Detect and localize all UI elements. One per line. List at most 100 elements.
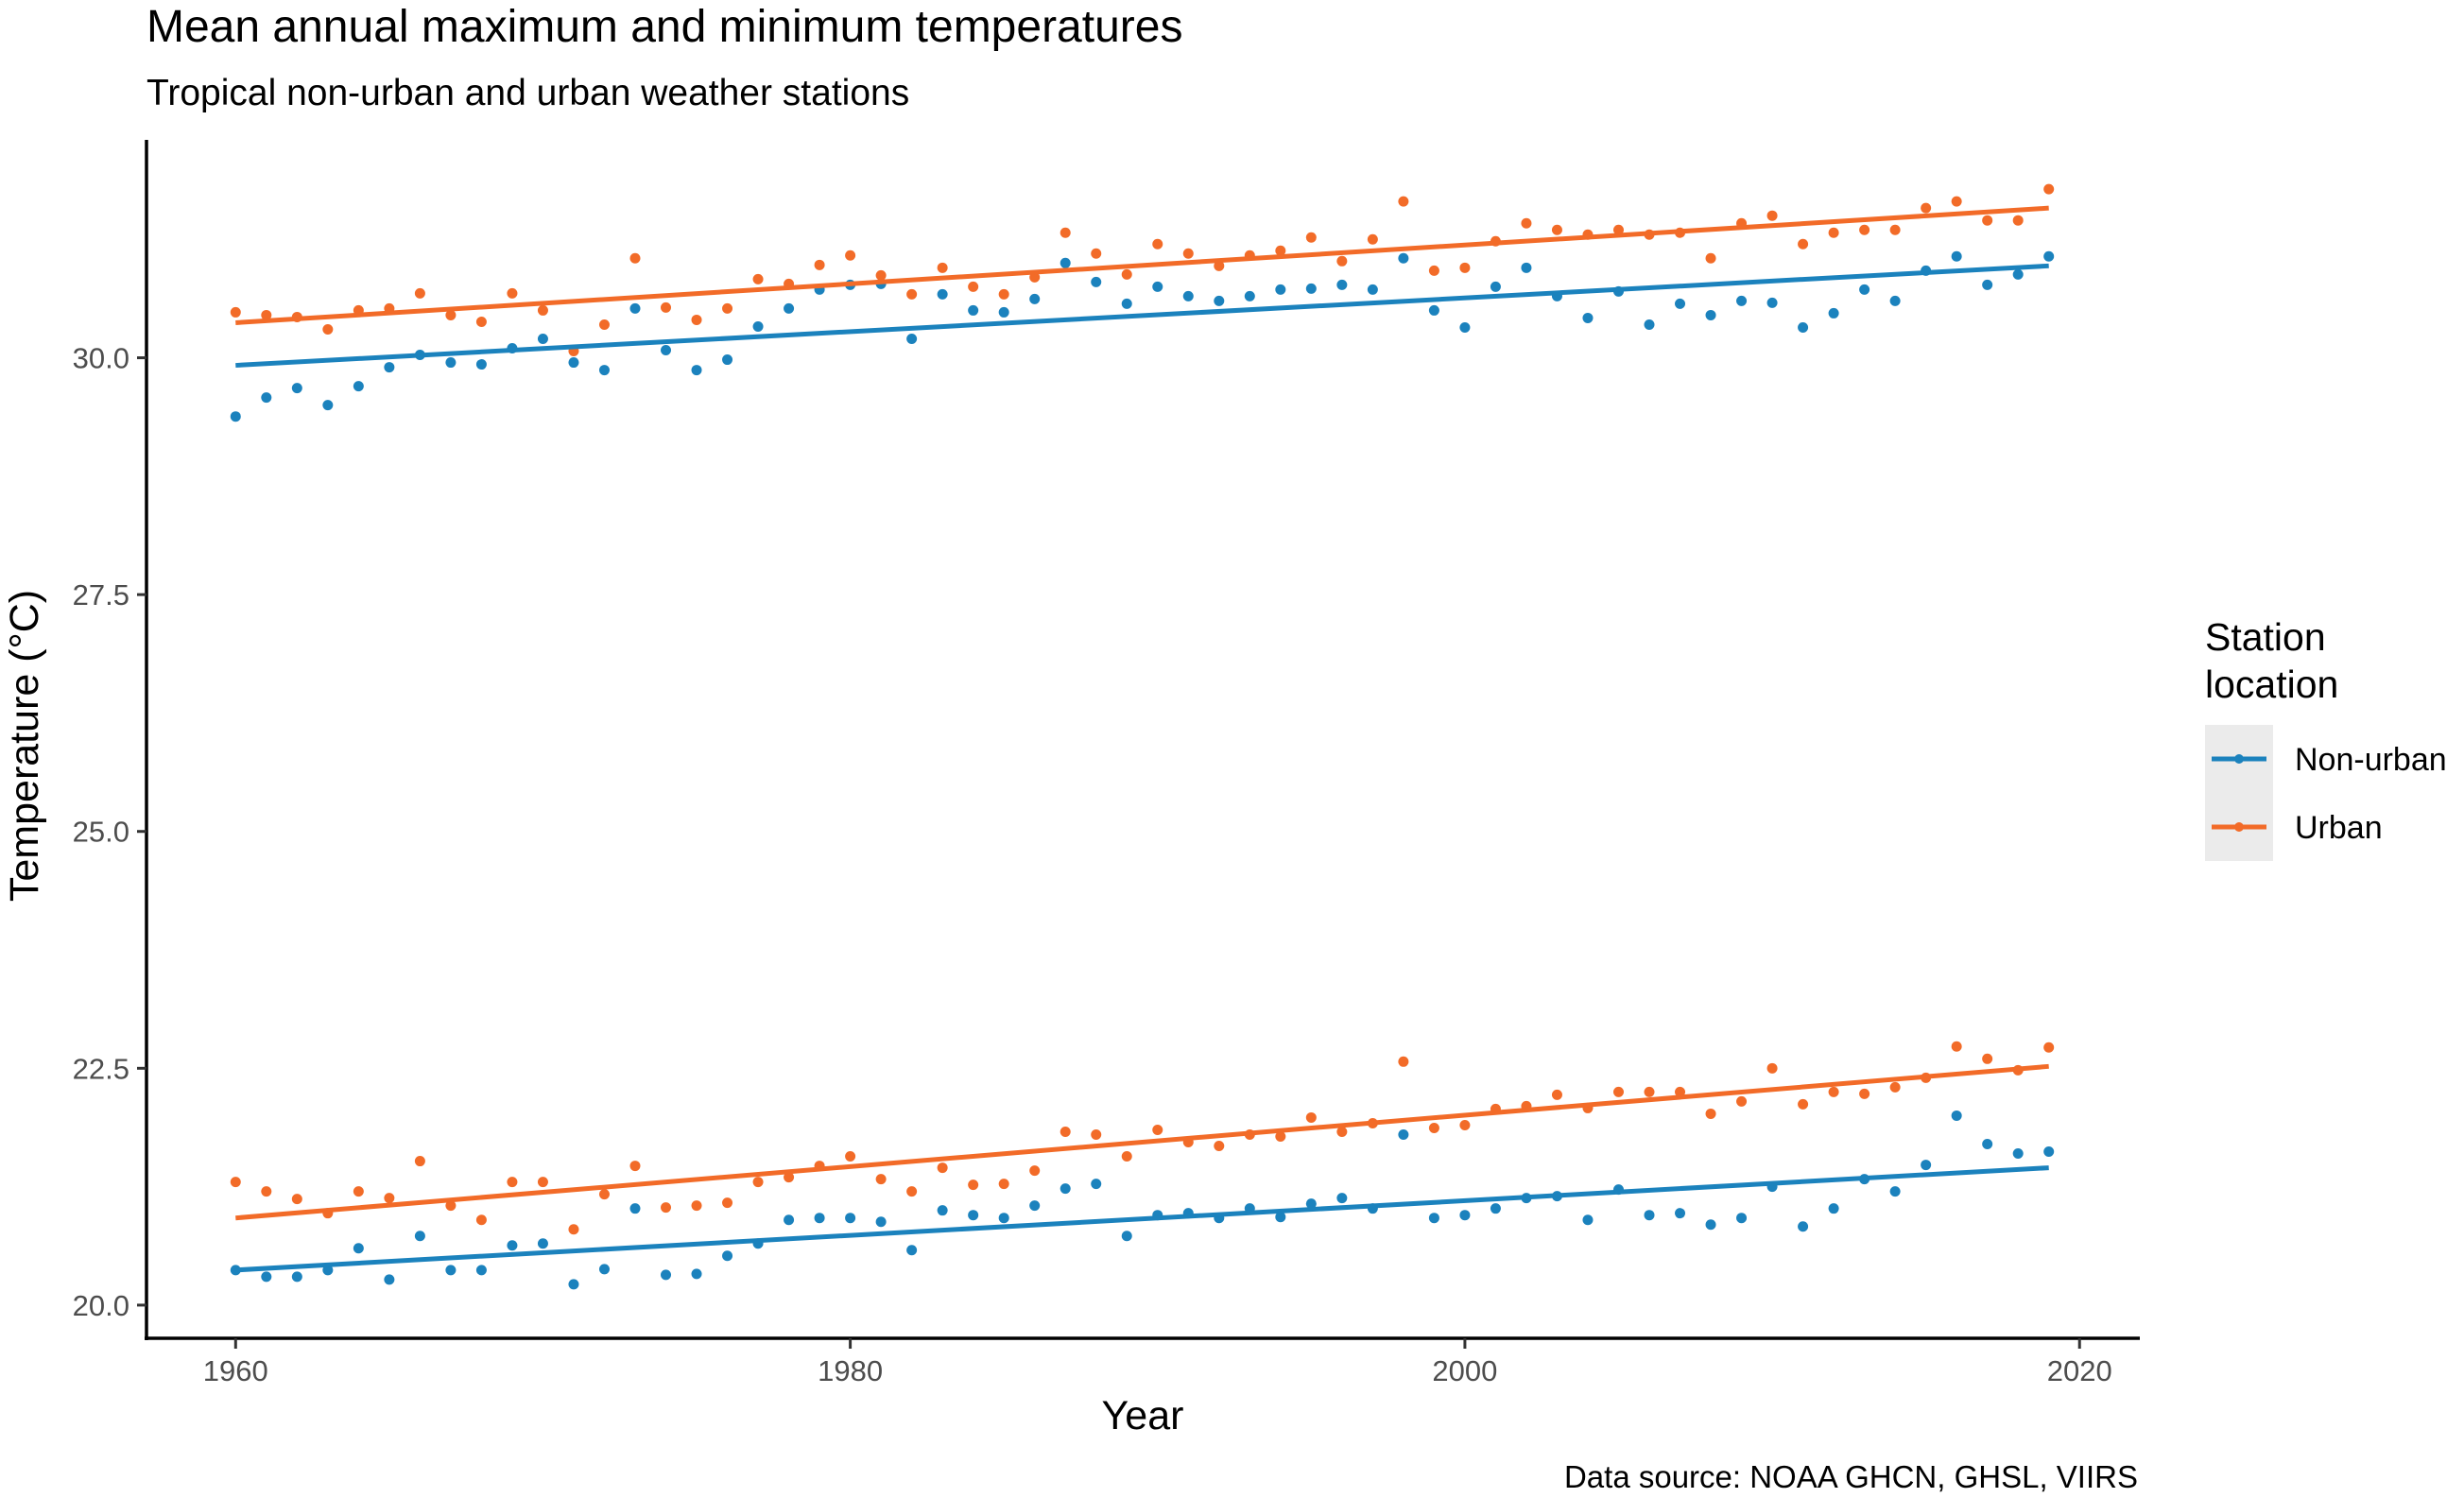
point-non-urban-max [1182, 290, 1194, 301]
point-non-urban-min [1582, 1214, 1594, 1226]
x-tick-label: 2000 [1432, 1354, 1497, 1387]
point-urban-max [998, 288, 1009, 300]
point-urban-min [1798, 1098, 1809, 1110]
point-urban-max [1182, 248, 1194, 259]
point-urban-min [1428, 1122, 1439, 1133]
point-non-urban-min [353, 1243, 364, 1254]
caption: Data source: NOAA GHCN, GHSL, VIIRS [1564, 1459, 2138, 1494]
point-urban-min [291, 1194, 302, 1205]
point-urban-min [1152, 1124, 1163, 1135]
point-urban-min [1459, 1119, 1471, 1130]
trend-line-non-urban-max [235, 263, 2049, 369]
legend-key-dot-non-urban [2234, 754, 2244, 764]
point-urban-min [568, 1224, 579, 1235]
y-tick-label: 20.0 [73, 1289, 129, 1322]
point-urban-max [445, 309, 457, 320]
point-non-urban-min [1121, 1231, 1132, 1242]
point-non-urban-max [1705, 309, 1716, 320]
point-urban-max [1459, 262, 1471, 273]
point-urban-min [1705, 1108, 1716, 1119]
point-urban-min [691, 1200, 702, 1212]
point-non-urban-max [353, 381, 364, 392]
point-urban-min [906, 1186, 918, 1197]
point-non-urban-max [384, 362, 395, 373]
legend-title-line-2: location [2205, 663, 2338, 706]
point-urban-min [1029, 1165, 1041, 1177]
point-non-urban-min [1029, 1200, 1041, 1212]
point-non-urban-max [2043, 250, 2055, 262]
point-urban-max [537, 304, 548, 316]
trend-line-non-urban-min [235, 1165, 2049, 1273]
point-non-urban-min [1490, 1203, 1501, 1214]
point-non-urban-max [1675, 298, 1686, 309]
point-urban-max [937, 262, 948, 273]
point-non-urban-max [1428, 304, 1439, 316]
point-urban-min [230, 1177, 241, 1188]
point-non-urban-min [322, 1265, 334, 1276]
point-non-urban-max [230, 411, 241, 422]
point-non-urban-max [1736, 295, 1748, 306]
point-urban-min [1121, 1151, 1132, 1162]
point-urban-min [875, 1174, 887, 1185]
point-urban-max [1705, 252, 1716, 264]
point-urban-max [1828, 227, 1839, 238]
point-non-urban-max [1459, 321, 1471, 333]
point-non-urban-min [261, 1271, 272, 1283]
point-urban-min [998, 1179, 1009, 1190]
point-urban-max [1521, 217, 1532, 229]
point-urban-min [752, 1177, 764, 1188]
point-urban-max [1612, 224, 1624, 235]
point-urban-max [1951, 196, 1962, 207]
point-non-urban-max [661, 345, 672, 356]
legend-title-line-1: Station [2205, 615, 2326, 659]
point-urban-min [353, 1186, 364, 1197]
trend-line-urban-min [235, 1063, 2049, 1221]
point-non-urban-min [1275, 1212, 1286, 1223]
point-urban-max [1428, 265, 1439, 276]
x-tick-label: 2020 [2047, 1354, 2112, 1387]
point-non-urban-max [1398, 252, 1409, 264]
point-non-urban-min [2043, 1146, 2055, 1158]
point-non-urban-min [1675, 1208, 1686, 1219]
point-non-urban-min [414, 1231, 425, 1242]
point-non-urban-min [1398, 1128, 1409, 1140]
point-urban-max [1336, 255, 1348, 267]
point-non-urban-min [968, 1210, 979, 1221]
point-urban-min [1736, 1095, 1748, 1107]
point-non-urban-min [291, 1271, 302, 1283]
point-urban-min [384, 1193, 395, 1204]
point-non-urban-min [568, 1279, 579, 1290]
point-non-urban-min [445, 1265, 457, 1276]
point-non-urban-min [845, 1213, 856, 1224]
point-non-urban-min [1091, 1179, 1102, 1190]
point-non-urban-max [1305, 283, 1317, 294]
point-urban-max [1152, 238, 1163, 250]
point-urban-max [629, 252, 641, 264]
point-urban-max [1305, 232, 1317, 243]
point-non-urban-min [1644, 1210, 1655, 1221]
point-non-urban-min [1305, 1198, 1317, 1210]
point-non-urban-max [2012, 268, 2024, 280]
point-non-urban-min [384, 1274, 395, 1285]
point-non-urban-max [1060, 257, 1071, 268]
point-non-urban-min [1828, 1203, 1839, 1214]
point-non-urban-max [322, 400, 334, 411]
point-urban-max [1889, 224, 1901, 235]
point-urban-min [1766, 1062, 1778, 1074]
point-non-urban-max [1644, 319, 1655, 330]
y-tick-label: 22.5 [73, 1052, 129, 1085]
point-non-urban-min [998, 1213, 1009, 1224]
point-non-urban-max [598, 365, 610, 376]
point-urban-min [968, 1179, 979, 1191]
point-urban-min [261, 1186, 272, 1197]
point-non-urban-max [261, 392, 272, 404]
point-urban-min [1336, 1126, 1348, 1137]
point-non-urban-max [1121, 298, 1132, 309]
point-non-urban-max [1521, 262, 1532, 273]
point-non-urban-max [1859, 284, 1870, 295]
point-urban-max [414, 287, 425, 299]
point-urban-max [475, 316, 487, 327]
point-urban-max [1551, 224, 1562, 235]
point-non-urban-min [1060, 1183, 1071, 1195]
point-non-urban-max [1029, 293, 1041, 304]
